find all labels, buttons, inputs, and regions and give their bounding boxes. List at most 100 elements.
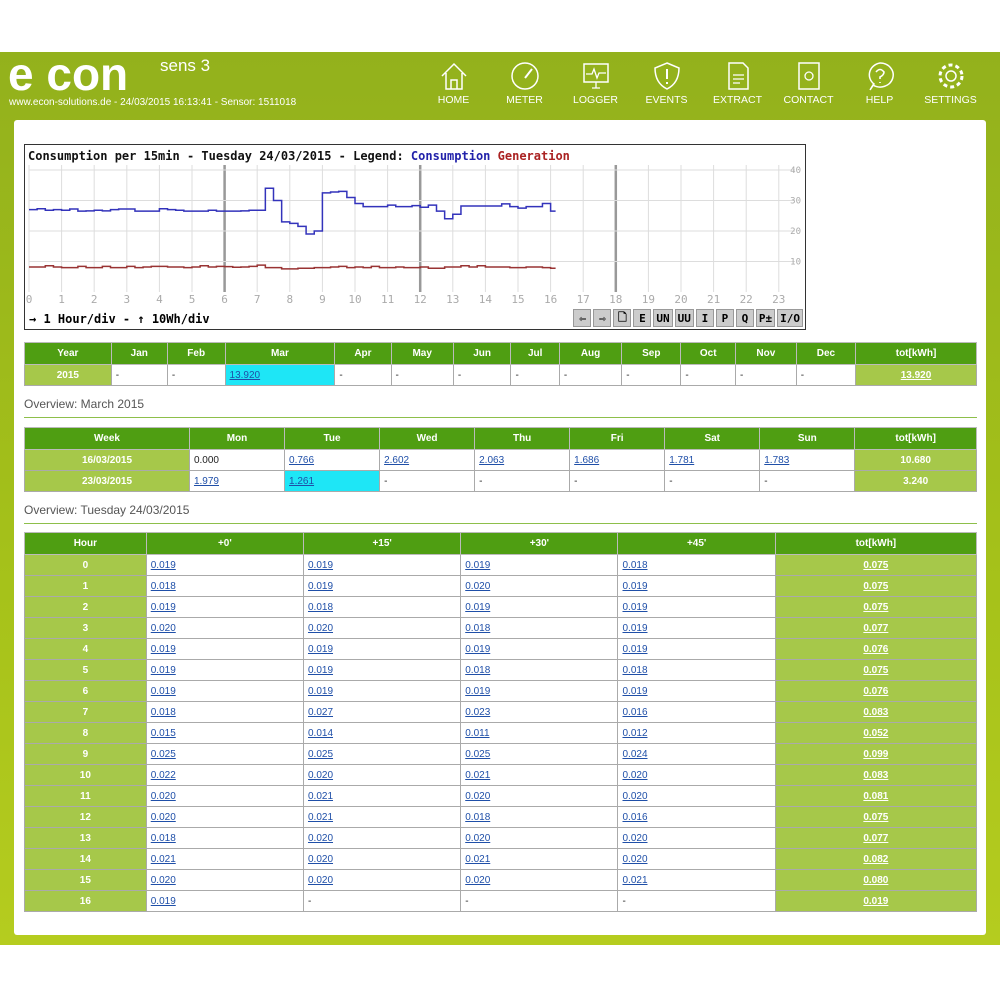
table-cell[interactable]: 0.082 — [774, 848, 978, 870]
value-link[interactable]: 0.025 — [150, 748, 176, 760]
table-cell[interactable]: 0.014 — [302, 722, 462, 744]
value-link[interactable]: 0.019 — [307, 559, 334, 571]
table-cell[interactable]: 0.075 — [774, 554, 978, 576]
chart-button-3[interactable]: E — [633, 309, 652, 327]
table-cell[interactable]: 0.077 — [774, 617, 978, 639]
table-cell[interactable]: 0.766 — [284, 449, 381, 471]
chart-button-8[interactable]: Q — [735, 309, 754, 327]
value-link[interactable]: 1.979 — [193, 475, 219, 487]
table-cell[interactable]: 0.025 — [460, 743, 619, 765]
table-cell[interactable]: 0.019 — [617, 617, 776, 639]
value-link[interactable]: 0.018 — [465, 622, 491, 634]
table-cell[interactable]: 0.019 — [617, 638, 776, 660]
table-cell[interactable]: 1.979 — [188, 470, 286, 492]
value-link[interactable]: 0.020 — [150, 790, 176, 802]
value-link[interactable]: 0.019 — [150, 601, 176, 613]
table-cell[interactable]: 0.021 — [460, 848, 619, 870]
value-link[interactable]: 0.080 — [863, 874, 889, 886]
table-cell[interactable]: 0.020 — [145, 617, 304, 639]
value-link[interactable]: 0.019 — [622, 643, 648, 655]
value-link[interactable]: 0.019 — [863, 895, 889, 907]
table-cell[interactable]: 0.020 — [617, 848, 776, 870]
value-link[interactable]: 0.020 — [622, 790, 648, 802]
table-cell[interactable]: 0.020 — [145, 806, 304, 828]
table-cell[interactable]: 0.018 — [617, 659, 776, 681]
table-cell[interactable]: 0.076 — [774, 638, 978, 660]
table-cell[interactable]: 0.020 — [145, 869, 304, 891]
table-cell[interactable]: 0.019 — [460, 638, 619, 660]
value-link[interactable]: 2.063 — [479, 454, 505, 466]
value-link[interactable]: 0.019 — [465, 559, 491, 571]
value-link[interactable]: 0.021 — [307, 790, 334, 802]
value-link[interactable]: 0.016 — [622, 811, 648, 823]
value-link[interactable]: 0.083 — [863, 706, 889, 718]
value-link[interactable]: 0.075 — [863, 811, 889, 823]
value-link[interactable]: 0.020 — [150, 874, 176, 886]
value-link[interactable]: 0.019 — [150, 895, 176, 907]
value-link[interactable]: 0.025 — [307, 748, 334, 760]
table-cell[interactable]: 0.019 — [460, 680, 619, 702]
value-link[interactable]: 0.018 — [622, 664, 648, 676]
value-link[interactable]: 0.020 — [307, 622, 334, 634]
value-link[interactable]: 13.920 — [900, 369, 932, 381]
table-cell[interactable]: 0.012 — [617, 722, 776, 744]
value-link[interactable]: 0.075 — [863, 664, 889, 676]
table-cell[interactable]: 0.018 — [460, 617, 619, 639]
table-cell[interactable]: 0.018 — [460, 806, 619, 828]
table-cell[interactable]: 0.027 — [302, 701, 462, 723]
chart-button-1[interactable]: ⇨ — [593, 309, 612, 327]
value-link[interactable]: 0.076 — [863, 643, 889, 655]
table-cell[interactable]: 13.920 — [855, 364, 977, 386]
value-link[interactable]: 0.019 — [150, 559, 176, 571]
nav-settings[interactable]: SETTINGS — [915, 60, 986, 106]
table-cell[interactable]: 0.075 — [774, 575, 978, 597]
value-link[interactable]: 0.014 — [307, 727, 334, 739]
value-link[interactable]: 0.021 — [307, 811, 334, 823]
value-link[interactable]: 0.021 — [622, 874, 648, 886]
value-link[interactable]: 0.766 — [289, 454, 315, 466]
value-link[interactable]: 0.019 — [622, 622, 648, 634]
nav-logger[interactable]: LOGGER — [560, 60, 631, 106]
table-cell[interactable]: 0.016 — [617, 701, 776, 723]
value-link[interactable]: 0.019 — [150, 685, 176, 697]
value-link[interactable]: 0.021 — [465, 769, 491, 781]
chart-button-9[interactable]: P± — [755, 309, 776, 327]
value-link[interactable]: 0.019 — [150, 664, 176, 676]
table-cell[interactable]: 0.081 — [774, 785, 978, 807]
table-cell[interactable]: 0.021 — [145, 848, 304, 870]
value-link[interactable]: 1.783 — [764, 454, 790, 466]
value-link[interactable]: 0.020 — [465, 832, 491, 844]
table-cell[interactable]: 0.018 — [617, 554, 776, 576]
value-link[interactable]: 0.081 — [863, 790, 889, 802]
table-cell[interactable]: 0.019 — [302, 680, 462, 702]
value-link[interactable]: 0.018 — [307, 601, 334, 613]
value-link[interactable]: 0.019 — [307, 664, 334, 676]
table-cell[interactable]: 0.020 — [460, 827, 619, 849]
value-link[interactable]: 0.019 — [622, 601, 648, 613]
value-link[interactable]: 0.075 — [863, 601, 889, 613]
value-link[interactable]: 0.018 — [622, 559, 648, 571]
value-link[interactable]: 0.016 — [622, 706, 648, 718]
table-cell[interactable]: 0.020 — [617, 785, 776, 807]
value-link[interactable]: 0.018 — [465, 811, 491, 823]
value-link[interactable]: 0.018 — [465, 664, 491, 676]
value-link[interactable]: 0.082 — [863, 853, 889, 865]
value-link[interactable]: 0.027 — [307, 706, 334, 718]
nav-events[interactable]: EVENTS — [631, 60, 702, 106]
nav-home[interactable]: HOME — [418, 60, 489, 106]
value-link[interactable]: 0.019 — [622, 580, 648, 592]
value-link[interactable]: 0.019 — [622, 685, 648, 697]
table-cell[interactable]: 0.020 — [145, 785, 304, 807]
value-link[interactable]: 1.686 — [574, 454, 600, 466]
table-cell[interactable]: 0.083 — [774, 764, 978, 786]
value-link[interactable]: 0.025 — [465, 748, 491, 760]
table-cell[interactable]: 0.019 — [302, 638, 462, 660]
table-cell[interactable]: 0.075 — [774, 806, 978, 828]
table-cell[interactable]: 0.020 — [302, 827, 462, 849]
value-link[interactable]: 0.075 — [863, 559, 889, 571]
table-cell[interactable]: 0.019 — [145, 638, 304, 660]
value-link[interactable]: 0.020 — [622, 832, 648, 844]
table-cell[interactable]: 0.019 — [774, 890, 978, 912]
value-link[interactable]: 1.261 — [289, 475, 315, 487]
table-cell[interactable]: 0.019 — [302, 554, 462, 576]
